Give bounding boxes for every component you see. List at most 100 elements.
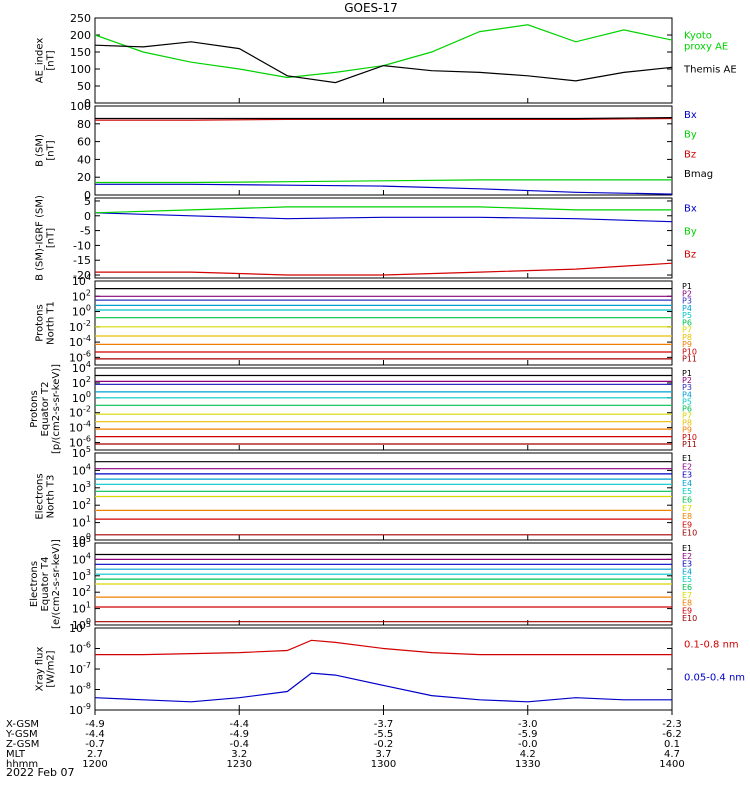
y-tick-label: 50: [77, 80, 91, 93]
x-axis-value: -5.5: [374, 729, 394, 740]
legend-entry: E4: [682, 567, 692, 576]
y-tick-label: 10-8: [69, 682, 91, 697]
y-tick-label: 105: [72, 535, 91, 550]
legend-entry: E9: [682, 520, 692, 529]
y-tick-label: 0: [84, 97, 91, 110]
y-axis-label: [W/m2]: [46, 650, 57, 687]
y-tick-label: 101: [72, 601, 91, 616]
x-axis-value: -2.3: [662, 719, 682, 730]
legend-entry: P5: [682, 397, 692, 406]
legend-entry: E9: [682, 606, 692, 615]
legend-entry: E5: [682, 487, 692, 496]
x-axis-value: 1330: [515, 759, 540, 770]
legend-entry: P2: [682, 289, 692, 298]
y-tick-label: 100: [72, 617, 91, 632]
x-axis-value: -0.2: [374, 739, 394, 750]
y-tick-label: 0: [84, 210, 91, 223]
legend-entry: P2: [682, 376, 692, 385]
legend-entry: E1: [682, 454, 692, 463]
legend-entry: E7: [682, 591, 692, 600]
series-line-themis-ae: [94, 41, 673, 84]
y-tick-label: -15: [73, 254, 91, 267]
legend-entry: E5: [682, 575, 692, 584]
y-axis-label: B (SM)-IGRF (SM): [35, 195, 46, 281]
y-tick-label: 0: [84, 189, 91, 202]
y-tick-label: 100: [70, 63, 91, 76]
y-axis-label: [p/(cm2-s-sr-keV)]: [51, 364, 62, 454]
y-axis-label: Electrons: [35, 473, 46, 519]
x-axis-block: X-GSM -4.9 -4.4 -3.7 -3.0 -2.3Y-GSM -4.4 -4.9 -5…: [5, 710, 685, 770]
y-tick-label: 40: [77, 153, 91, 166]
y-axis-label: Electrons: [29, 561, 40, 607]
legend-entry: E10: [682, 614, 697, 623]
y-tick-label: -20: [73, 269, 91, 282]
legend-entry: P11: [682, 440, 697, 449]
y-tick-label: 104: [72, 551, 91, 566]
legend-entry: 0.05-0.4 nm: [684, 672, 745, 683]
y-tick-label: 60: [77, 136, 91, 149]
series-line-0-05-0-4-nm: [94, 672, 672, 703]
y-tick-label: 104: [72, 360, 91, 375]
legend-entry: P8: [682, 333, 692, 342]
legend-entry: E6: [682, 583, 692, 592]
legend-entry: Bz: [684, 149, 696, 160]
legend-entry: E1: [682, 544, 692, 553]
x-axis-value: 3.7: [376, 749, 392, 760]
y-tick-label: 10-6: [69, 641, 91, 656]
y-tick-label: -10: [73, 239, 91, 252]
legend-entry: P6: [682, 318, 692, 327]
y-tick-label: 102: [72, 497, 91, 512]
legend-entry: P7: [682, 412, 692, 421]
y-tick-label: 5: [84, 195, 91, 208]
x-axis-value: -4.9: [85, 719, 105, 730]
y-axis-label: [nT]: [46, 50, 57, 70]
series-line-by: [94, 206, 672, 214]
legend-entry: E10: [682, 529, 697, 538]
y-tick-label: 80: [77, 118, 91, 131]
legend-entry: proxy AE: [684, 41, 728, 52]
y-tick-label: 10-6: [69, 349, 91, 364]
legend-entry: P3: [682, 383, 692, 392]
y-axis-label: [nT]: [46, 228, 57, 248]
y-axis-label: [e/(cm2-s-sr-keV)]: [51, 539, 62, 629]
y-tick-label: 104: [72, 462, 91, 477]
legend-entry: P10: [682, 433, 697, 442]
y-axis-label: Equator T4: [40, 557, 51, 612]
x-axis-value: -6.2: [662, 729, 682, 740]
x-axis-value: -0.7: [85, 739, 105, 750]
legend-entry: Bx: [684, 110, 697, 121]
y-tick-label: 101: [72, 515, 91, 530]
y-tick-label: 250: [70, 12, 91, 25]
series-line-bx: [94, 212, 673, 223]
x-axis-value: -4.4: [229, 719, 249, 730]
legend-entry: By: [684, 130, 697, 141]
legend-entry: P9: [682, 426, 692, 435]
x-axis-value: -3.0: [518, 719, 538, 730]
x-axis-value: 2.7: [87, 749, 103, 760]
x-axis-row-label: Y-GSM: [5, 729, 38, 740]
x-axis-row-label: X-GSM: [6, 719, 39, 730]
legend-entry: P7: [682, 326, 692, 335]
legend-entry: P10: [682, 347, 697, 356]
legend-entry: P3: [682, 297, 692, 306]
y-axis-label: North T3: [46, 475, 57, 519]
series-line-bx: [95, 183, 673, 195]
y-axis-label: B (SM): [35, 134, 46, 167]
y-tick-label: 103: [72, 480, 91, 495]
series-line-bz: [95, 117, 673, 121]
legend-entry: Bx: [684, 204, 697, 215]
x-axis-value: 0.1: [664, 739, 680, 750]
x-axis-value: 1400: [659, 759, 684, 770]
legend-entry: E8: [682, 512, 692, 521]
y-axis-label: Equator T2: [40, 382, 51, 437]
legend-entry: P1: [682, 282, 692, 291]
y-tick-label: 100: [72, 532, 91, 547]
date-label: 2022 Feb 07: [6, 766, 74, 779]
x-axis-value: 1230: [227, 759, 252, 770]
